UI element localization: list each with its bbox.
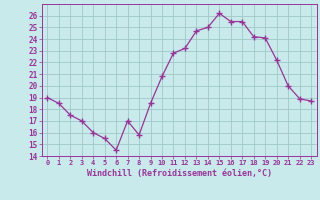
- X-axis label: Windchill (Refroidissement éolien,°C): Windchill (Refroidissement éolien,°C): [87, 169, 272, 178]
